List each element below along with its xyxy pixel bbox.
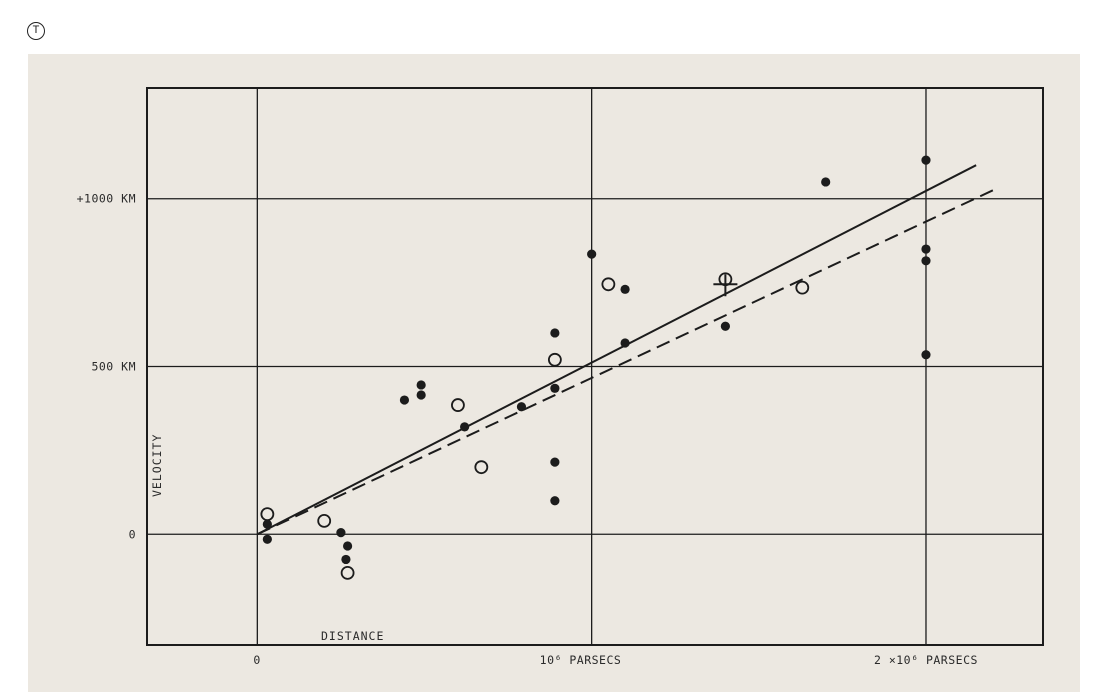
x-tick-label-0: 0: [253, 653, 260, 667]
point-open-3: [451, 398, 465, 412]
y-tick-label-0: 0: [129, 527, 136, 541]
point-filled-13: [550, 496, 560, 506]
point-filled-9: [516, 402, 527, 412]
point-cross-0: [713, 274, 738, 297]
point-open-5: [547, 352, 562, 367]
fit-lines: [256, 164, 994, 536]
grid-lines: [147, 88, 1043, 645]
point-filled-5: [399, 395, 410, 405]
point-filled-21: [921, 244, 931, 254]
x-tick-label-1: 10⁶ PARSECS: [540, 653, 622, 667]
point-open-8: [795, 280, 810, 295]
figure-panel: [28, 54, 1080, 692]
point-filled-3: [342, 541, 353, 551]
point-filled-22: [921, 256, 931, 266]
point-filled-2: [336, 527, 346, 538]
point-filled-7: [416, 390, 426, 400]
point-filled-0: [262, 519, 272, 529]
point-filled-1: [262, 534, 272, 544]
point-filled-4: [341, 554, 351, 565]
data-points: [260, 155, 931, 580]
x-axis-label: DISTANCE: [321, 629, 384, 643]
figure-badge: T: [27, 22, 45, 40]
x-tick-label-2: 2 ×10⁶ PARSECS: [874, 653, 978, 667]
y-tick-label-1: 500 KM: [91, 360, 136, 374]
y-axis-label: VELOCITY: [150, 434, 164, 497]
point-open-1: [317, 513, 332, 528]
y-tick-label-2: +1000 KM: [77, 192, 136, 206]
point-filled-15: [620, 284, 630, 294]
point-filled-23: [921, 350, 931, 360]
point-filled-11: [550, 383, 560, 393]
point-filled-12: [550, 457, 560, 467]
point-filled-19: [821, 177, 831, 187]
point-filled-14: [587, 249, 597, 259]
fit-line-solid: [256, 164, 977, 536]
point-filled-8: [460, 422, 470, 432]
point-filled-6: [416, 380, 426, 390]
point-open-0: [260, 507, 275, 522]
point-open-2: [340, 565, 355, 580]
point-filled-20: [921, 155, 931, 165]
point-filled-16: [620, 338, 630, 348]
point-open-4: [474, 460, 489, 475]
tick-labels: 0 500 KM +1000 KM 0 10⁶ PARSECS 2 ×10⁶ PARSEC…: [77, 192, 978, 667]
point-open-6: [601, 277, 616, 292]
fit-line-dashed: [256, 189, 994, 536]
point-filled-17: [720, 321, 730, 331]
point-filled-10: [550, 328, 560, 338]
